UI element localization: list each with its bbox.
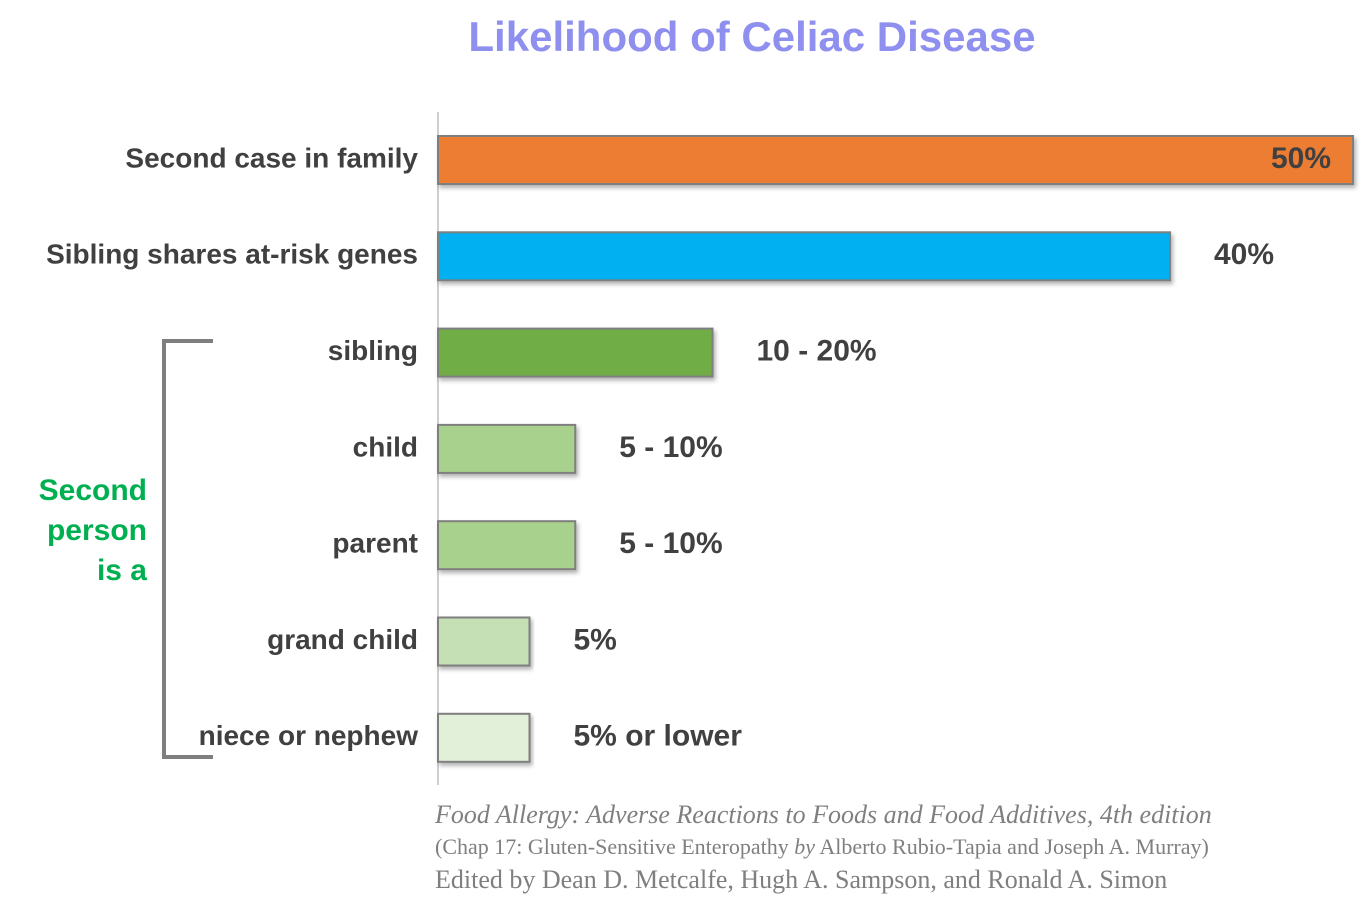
bar	[437, 135, 1354, 185]
value-label: 10 - 20%	[757, 335, 877, 368]
authors: Alberto Rubio-Tapia and Joseph A. Murray…	[815, 834, 1209, 859]
category-label: child	[353, 431, 418, 462]
source-title: Food Allergy: Adverse Reactions to Foods…	[434, 800, 1212, 829]
bar	[437, 520, 577, 571]
value-label: 5 - 10%	[619, 431, 722, 464]
annotation: Second	[39, 474, 147, 507]
bar	[437, 327, 714, 378]
bracket	[162, 339, 213, 759]
source-editors: Edited by Dean D. Metcalfe, Hugh A. Samp…	[435, 865, 1167, 894]
value-label: 5 - 10%	[619, 527, 722, 560]
value-label: 5%	[574, 623, 617, 656]
chapter: (Chap 17: Gluten-Sensitive Enteropathy	[435, 834, 794, 859]
value-label: 5% or lower	[574, 720, 743, 753]
category-label: grand child	[267, 624, 418, 655]
category-label: Second case in family	[125, 142, 418, 173]
bar	[437, 231, 1171, 282]
by: by	[794, 834, 815, 859]
chart-title: Likelihood of Celiac Disease	[468, 13, 1035, 60]
category-label: Sibling shares at-risk genes	[46, 239, 418, 270]
value-label: 40%	[1214, 238, 1274, 271]
bar	[437, 616, 531, 667]
annotation: person	[47, 514, 147, 547]
category-label: sibling	[328, 335, 418, 366]
bar	[437, 423, 577, 474]
category-label: parent	[332, 528, 418, 559]
bar	[437, 712, 531, 763]
annotation: is a	[97, 554, 147, 587]
category-label: niece or nephew	[199, 720, 419, 751]
value-label: 50%	[1271, 142, 1331, 175]
source-chapter: (Chap 17: Gluten-Sensitive Enteropathy b…	[435, 834, 1209, 859]
